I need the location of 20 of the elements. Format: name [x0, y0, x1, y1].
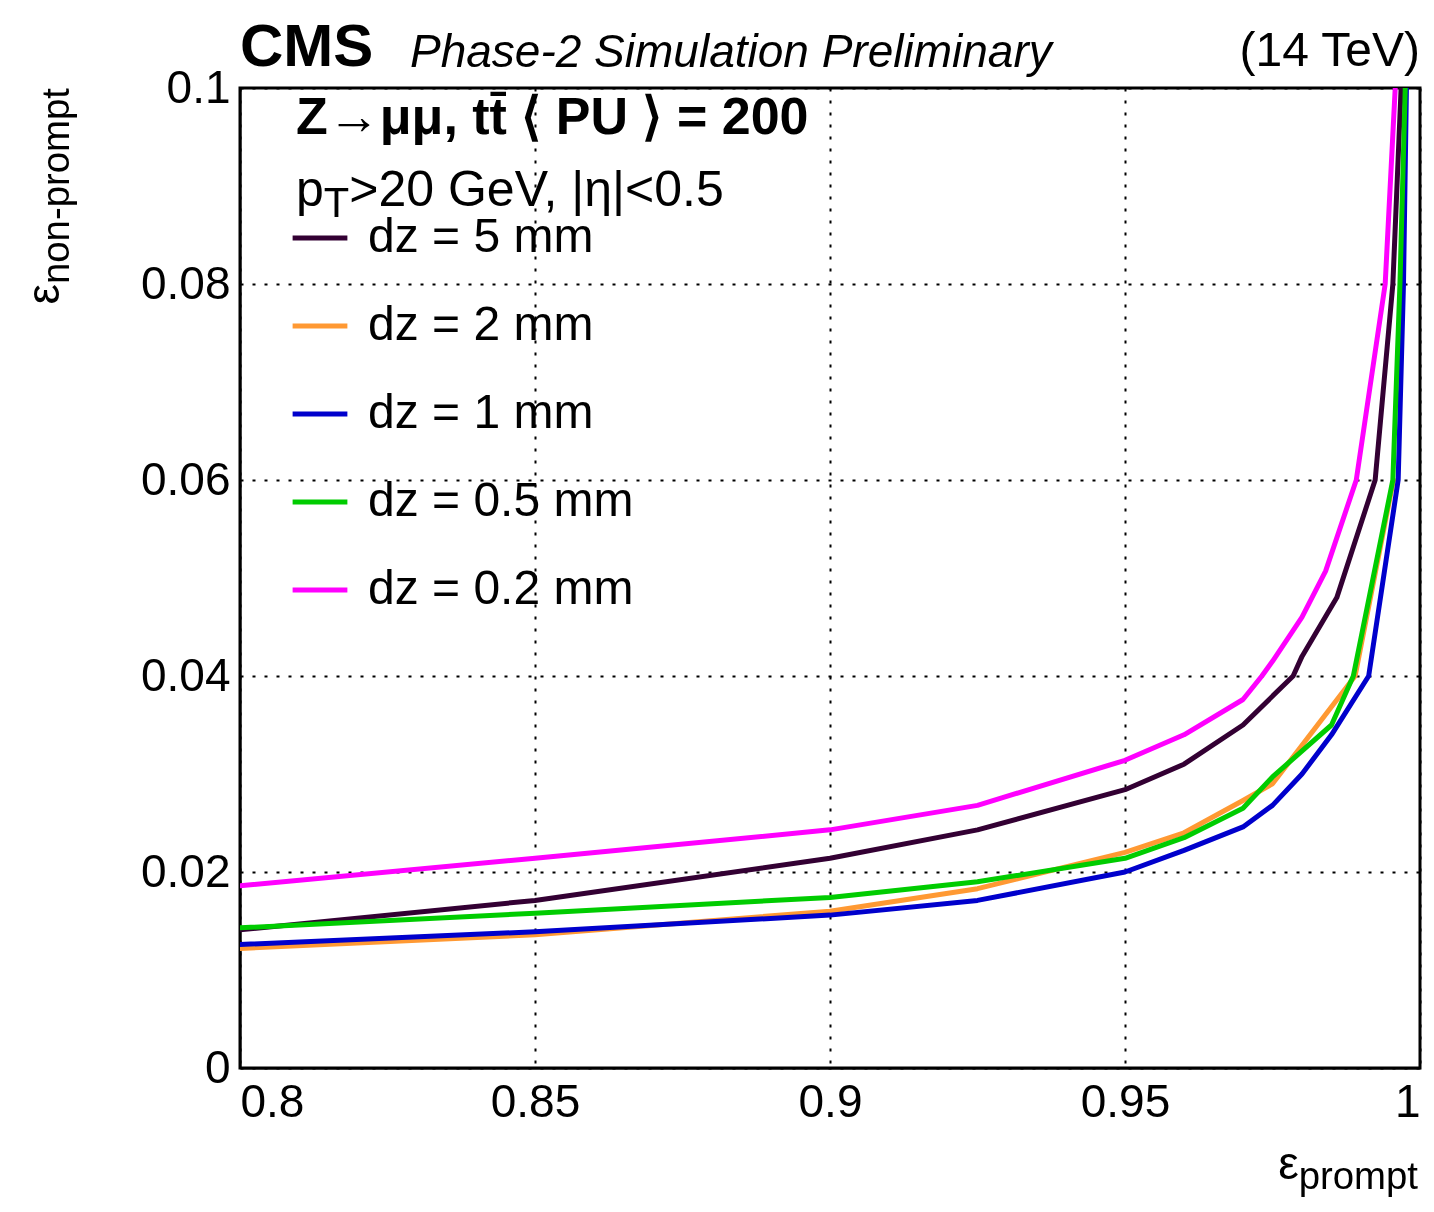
legend-label: dz = 2 mm — [368, 297, 594, 350]
chart-subtitle: Phase-2 Simulation Preliminary — [410, 25, 1052, 77]
y-tick-label: 0.02 — [140, 844, 231, 897]
legend-label: dz = 0.5 mm — [368, 473, 634, 526]
y-tick-label: 0.04 — [140, 648, 231, 701]
x-tick-label: 0.85 — [490, 1074, 581, 1127]
y-tick-label: 0.1 — [166, 60, 231, 113]
legend-label: dz = 0.2 mm — [368, 561, 634, 614]
y-tick-label: 0.06 — [140, 452, 231, 505]
x-tick-label: 0.95 — [1080, 1074, 1171, 1127]
chart-title: CMS — [240, 12, 374, 79]
x-axis-title: ε$_{prompt}$ — [1278, 1137, 1418, 1198]
y-tick-label: 0.08 — [140, 256, 231, 309]
y-tick-label: 0 — [204, 1040, 231, 1093]
legend-label: dz = 1 mm — [368, 385, 594, 438]
x-tick-label: 0.8 — [240, 1074, 305, 1127]
text: (14 TeV) — [1239, 23, 1420, 76]
x-tick-label: 1 — [1394, 1074, 1421, 1127]
x-tick-label: 0.9 — [798, 1074, 863, 1127]
annotation: Z→μμ, tt̄ ⟨ PU ⟩ = 200 — [296, 87, 809, 145]
